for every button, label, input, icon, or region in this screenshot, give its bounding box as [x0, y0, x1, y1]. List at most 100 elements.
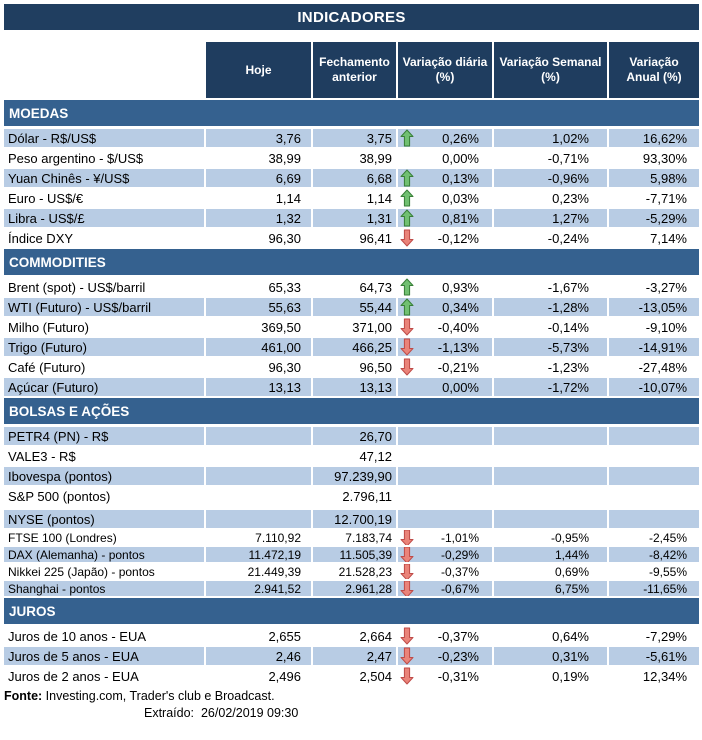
table-row: Brent (spot) - US$/barril 65,33 64,73 0,93%…: [4, 278, 699, 296]
down-arrow-icon: [400, 564, 414, 579]
trend-arrow: [400, 530, 414, 545]
table-row: Yuan Chinês - ¥/US$ 6,69 6,68 0,13% -0,96% 5,…: [4, 169, 699, 187]
down-arrow-icon: [400, 547, 414, 562]
down-arrow-icon: [400, 229, 414, 247]
hoje-cell: 2,496: [206, 667, 311, 685]
variacao-semanal-cell: 6,75%: [494, 581, 607, 596]
hoje-cell: 21.449,39: [206, 564, 311, 579]
extracted-value: 26/02/2019 09:30: [200, 706, 299, 721]
table-row: Juros de 5 anos - EUA 2,46 2,47 -0,23% 0,31%…: [4, 647, 699, 665]
fechamento-cell: 3,75: [313, 129, 396, 147]
hoje-cell: 1,14: [206, 189, 311, 207]
variacao-semanal-cell: 1,27%: [494, 209, 607, 227]
row-label: Milho (Futuro): [4, 318, 204, 336]
variacao-diaria-cell: 0,00%: [398, 149, 492, 167]
variacao-diaria-cell: -0,23%: [398, 647, 492, 665]
variacao-anual-cell: -9,10%: [609, 318, 699, 336]
variacao-semanal-cell: [494, 510, 607, 528]
variacao-semanal-cell: -1,23%: [494, 358, 607, 376]
down-arrow-icon: [400, 667, 414, 685]
row-label: DAX (Alemanha) - pontos: [4, 547, 204, 562]
variacao-semanal-cell: 0,23%: [494, 189, 607, 207]
variacao-anual-cell: -8,42%: [609, 547, 699, 562]
table-row: FTSE 100 (Londres) 7.110,92 7.183,74 -1,01%…: [4, 530, 699, 545]
hoje-cell: 6,69: [206, 169, 311, 187]
down-arrow-icon: [400, 581, 414, 596]
table-row: VALE3 - R$ 47,12: [4, 447, 699, 465]
variacao-semanal-cell: 0,64%: [494, 627, 607, 645]
table-row: WTI (Futuro) - US$/barril 55,63 55,44 0,34%…: [4, 298, 699, 316]
extracted-line: Extraído: 26/02/2019 09:30: [4, 705, 699, 721]
trend-arrow: [400, 564, 414, 579]
table-row: DAX (Alemanha) - pontos 11.472,19 11.505,3…: [4, 547, 699, 562]
hoje-cell: 461,00: [206, 338, 311, 356]
down-arrow-icon: [400, 530, 414, 545]
fechamento-cell: 2.796,11: [313, 487, 396, 505]
fechamento-cell: 47,12: [313, 447, 396, 465]
row-label: FTSE 100 (Londres): [4, 530, 204, 545]
fechamento-cell: 6,68: [313, 169, 396, 187]
up-arrow-icon: [400, 189, 414, 207]
variacao-anual-cell: [609, 467, 699, 485]
fechamento-cell: 371,00: [313, 318, 396, 336]
table-row: Juros de 2 anos - EUA 2,496 2,504 -0,31% 0,1…: [4, 667, 699, 685]
variacao-anual-cell: 16,62%: [609, 129, 699, 147]
variacao-diaria-cell: 0,81%: [398, 209, 492, 227]
section-header: COMMODITIES: [4, 249, 699, 275]
column-header-variacao-semanal: Variação Semanal (%): [494, 42, 607, 98]
table-row: Shanghai - pontos 2.941,52 2.961,28 -0,67% 6…: [4, 581, 699, 596]
page-title: INDICADORES: [4, 4, 699, 30]
variacao-diaria-cell: 0,93%: [398, 278, 492, 296]
fechamento-cell: 7.183,74: [313, 530, 396, 545]
fechamento-cell: 1,14: [313, 189, 396, 207]
table-row: Juros de 10 anos - EUA 2,655 2,664 -0,37% 0,…: [4, 627, 699, 645]
table-body: MOEDAS Dólar - R$/US$ 3,76 3,75 0,26% 1,02% 16…: [4, 100, 699, 685]
hoje-cell: 2,46: [206, 647, 311, 665]
variacao-anual-cell: -7,29%: [609, 627, 699, 645]
section-commodities: COMMODITIES Brent (spot) - US$/barril 65,3…: [4, 249, 699, 396]
up-arrow-icon: [400, 169, 414, 187]
variacao-anual-cell: -2,45%: [609, 530, 699, 545]
column-header-row: Hoje Fechamento anterior Variação diária…: [4, 42, 699, 98]
variacao-diaria-cell: 0,00%: [398, 378, 492, 396]
fechamento-cell: 55,44: [313, 298, 396, 316]
variacao-semanal-cell: -1,28%: [494, 298, 607, 316]
variacao-diaria-cell: -0,31%: [398, 667, 492, 685]
variacao-semanal-cell: 0,19%: [494, 667, 607, 685]
variacao-diaria-cell: -1,13%: [398, 338, 492, 356]
table-row: S&P 500 (pontos) 2.796,11: [4, 487, 699, 505]
variacao-diaria-cell: -0,67%: [398, 581, 492, 596]
variacao-anual-cell: [609, 427, 699, 445]
trend-arrow: [400, 189, 414, 207]
indicators-report: INDICADORES Hoje Fechamento anterior Var…: [4, 4, 699, 721]
variacao-anual-cell: [609, 447, 699, 465]
variacao-diaria-cell: [398, 447, 492, 465]
variacao-anual-cell: 12,34%: [609, 667, 699, 685]
fechamento-cell: 97.239,90: [313, 467, 396, 485]
table-row: Café (Futuro) 96,30 96,50 -0,21% -1,23% -27,4…: [4, 358, 699, 376]
trend-arrow: [400, 338, 414, 356]
variacao-diaria-cell: -1,01%: [398, 530, 492, 545]
row-label: Dólar - R$/US$: [4, 129, 204, 147]
variacao-semanal-cell: -0,14%: [494, 318, 607, 336]
table-row: PETR4 (PN) - R$ 26,70: [4, 427, 699, 445]
row-label: Índice DXY: [4, 229, 204, 247]
table-row: Ibovespa (pontos) 97.239,90: [4, 467, 699, 485]
variacao-semanal-cell: 0,69%: [494, 564, 607, 579]
table-row: Índice DXY 96,30 96,41 -0,12% -0,24% 7,14%: [4, 229, 699, 247]
column-header-variacao-diaria: Variação diária (%): [398, 42, 492, 98]
variacao-semanal-cell: [494, 487, 607, 505]
down-arrow-icon: [400, 647, 414, 665]
hoje-cell: [206, 487, 311, 505]
table-row: NYSE (pontos) 12.700,19: [4, 510, 699, 528]
variacao-anual-cell: 5,98%: [609, 169, 699, 187]
variacao-anual-cell: -13,05%: [609, 298, 699, 316]
row-label: Euro - US$/€: [4, 189, 204, 207]
variacao-anual-cell: [609, 487, 699, 505]
variacao-anual-cell: -10,07%: [609, 378, 699, 396]
variacao-anual-cell: -11,65%: [609, 581, 699, 596]
trend-arrow: [400, 209, 414, 227]
variacao-semanal-cell: -0,95%: [494, 530, 607, 545]
source-text: Investing.com, Trader's club e Broadcast…: [42, 689, 275, 703]
table-row: Euro - US$/€ 1,14 1,14 0,03% 0,23% -7,71%: [4, 189, 699, 207]
